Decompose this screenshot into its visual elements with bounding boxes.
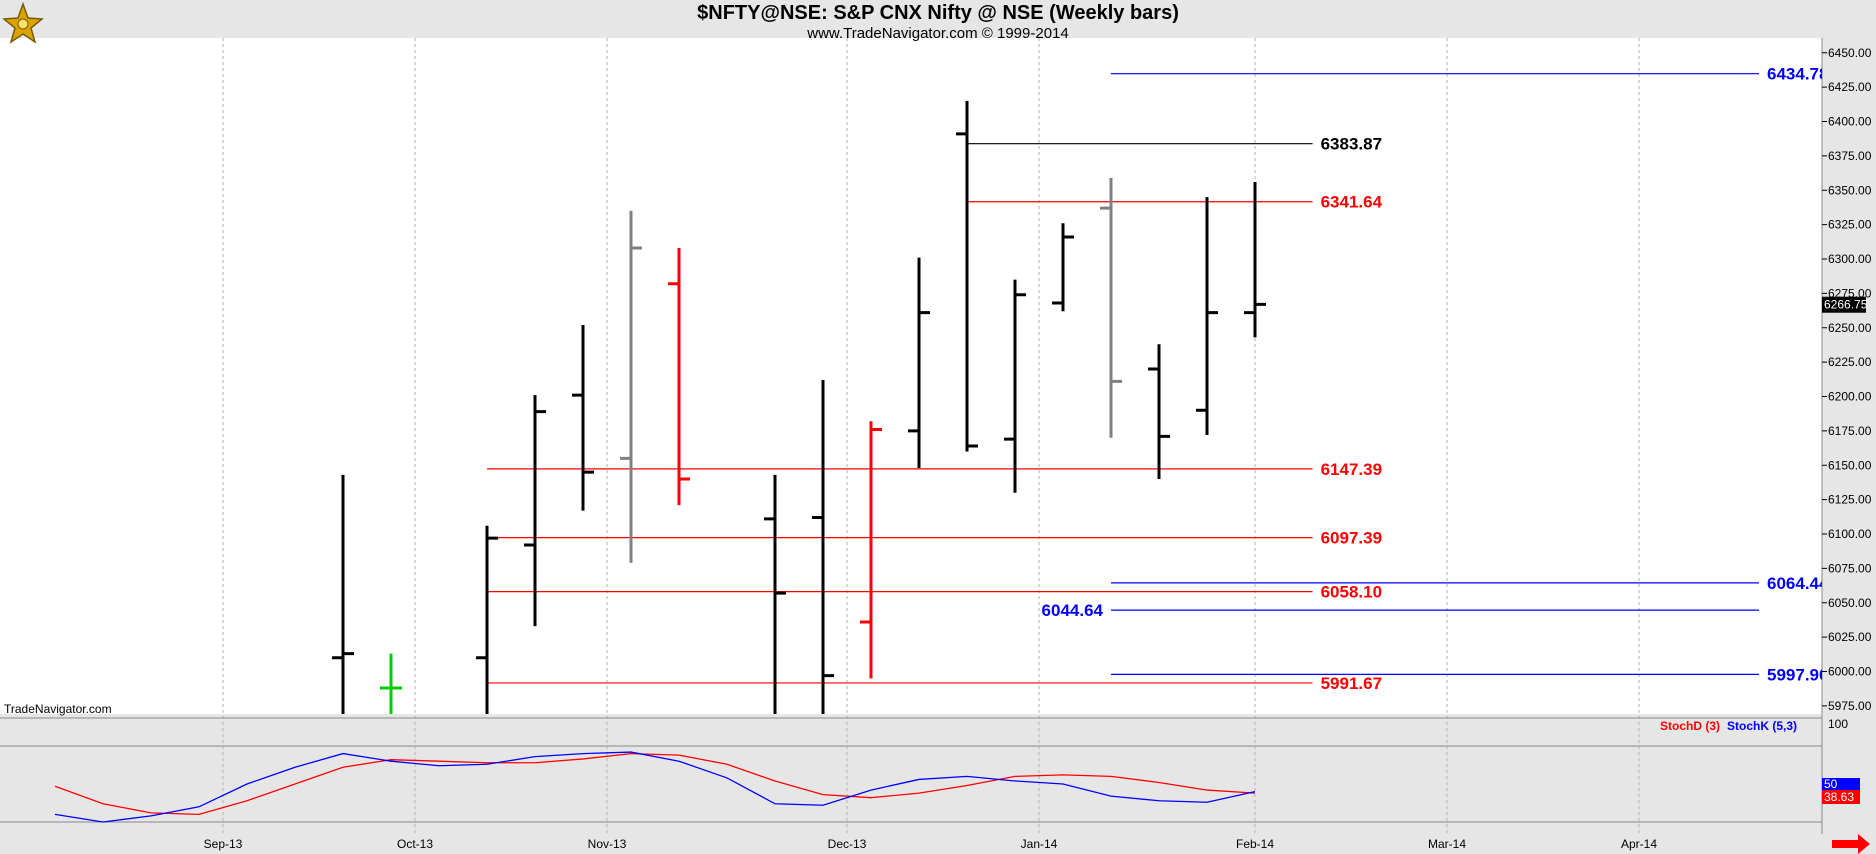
- x-tick-label: Sep-13: [204, 837, 243, 851]
- x-tick-label: Apr-14: [1621, 837, 1657, 851]
- level-label: 6147.39: [1321, 460, 1382, 479]
- stoch-k-badge: [1822, 778, 1860, 790]
- legend-stochd: StochD (3): [1660, 719, 1720, 733]
- ohlc-bar: [524, 395, 546, 627]
- price-panel: [0, 38, 1822, 714]
- scroll-right-arrow[interactable]: [1832, 834, 1870, 854]
- ohlc-bar: [620, 210, 642, 563]
- x-tick-label: Jan-14: [1021, 837, 1058, 851]
- y-tick-label: 6075.00: [1828, 561, 1872, 575]
- ohlc-bar: [1196, 197, 1218, 435]
- ohlc-bar: [1100, 177, 1122, 438]
- arrow-right-icon[interactable]: [1832, 834, 1870, 854]
- y-tick-label: 6050.00: [1828, 596, 1872, 610]
- y-tick-label: 6325.00: [1828, 218, 1872, 232]
- ohlc-bar: [668, 248, 690, 506]
- chart-subtitle: www.TradeNavigator.com © 1999-2014: [807, 25, 1069, 42]
- watermark: TradeNavigator.com: [4, 702, 112, 716]
- level-label: 6341.64: [1321, 193, 1383, 212]
- ohlc-bar: [1244, 182, 1266, 338]
- chart-title: $NFTY@NSE: S&P CNX Nifty @ NSE (Weekly b…: [697, 2, 1179, 24]
- y-tick-label: 6150.00: [1828, 458, 1872, 472]
- ohlc-bar: [1148, 344, 1170, 479]
- y-tick-label: 6100.00: [1828, 527, 1872, 541]
- ohlc-bar: [572, 325, 594, 511]
- ohlc-bar: [812, 380, 834, 714]
- y-tick-label: 6375.00: [1828, 149, 1872, 163]
- y-tick-label: 6175.00: [1828, 424, 1872, 438]
- ohlc-bar: [476, 525, 498, 714]
- ohlc-bar: [956, 100, 978, 452]
- y-tick-label: 6400.00: [1828, 115, 1872, 129]
- ohlc-bar: [332, 474, 354, 714]
- level-label: 6044.64: [1042, 601, 1104, 620]
- last-price-badge: [1822, 296, 1866, 313]
- level-label: 5997.90: [1767, 665, 1828, 684]
- grid: [222, 38, 1640, 834]
- x-tick-label: Mar-14: [1428, 837, 1466, 851]
- ohlc-bar: [764, 474, 786, 714]
- y-tick-label: 5975.00: [1828, 699, 1872, 713]
- y-tick-label: 6025.00: [1828, 630, 1872, 644]
- ohlc-bar: [908, 257, 930, 468]
- level-label: 6383.87: [1321, 135, 1382, 154]
- y-tick-label: 6250.00: [1828, 321, 1872, 335]
- stoch-last-badge: [1822, 790, 1860, 804]
- stoch-series-line: [54, 752, 1256, 816]
- level-label: 6058.10: [1321, 583, 1382, 602]
- y-tick-label: 6425.00: [1828, 80, 1872, 94]
- y-tick-label: 6300.00: [1828, 252, 1872, 266]
- ohlc-bar: [860, 421, 882, 679]
- price-levels: 6434.78 6383.87 6341.64 6147.39 6097.39 6058.…: [487, 65, 1829, 693]
- ohlc-bars: [332, 100, 1266, 714]
- y-tick-label: 6200.00: [1828, 390, 1872, 404]
- stoch-last-label: 38.63: [1824, 790, 1854, 804]
- y-tick-label: 6225.00: [1828, 355, 1872, 369]
- stoch-tick-label: 100: [1828, 717, 1848, 731]
- level-label: 6064.44: [1767, 574, 1829, 593]
- last-price-label: 6266.75: [1824, 298, 1868, 312]
- ohlc-bar: [1004, 279, 1026, 493]
- ohlc-bar: [1052, 223, 1074, 312]
- y-tick-label: 6125.00: [1828, 493, 1872, 507]
- y-tick-label: 6350.00: [1828, 183, 1872, 197]
- time-axis: Sep-13 Oct-13 Nov-13 Dec-13 Jan-14 Feb-14 Mar-…: [204, 837, 1658, 851]
- y-tick-label: 6450.00: [1828, 46, 1872, 60]
- stoch-k-label: 50: [1824, 777, 1838, 791]
- y-tick-label: 6000.00: [1828, 665, 1872, 679]
- x-tick-label: Dec-13: [828, 837, 867, 851]
- stoch-series-line: [54, 751, 1256, 823]
- stoch-legend: StochD (3) StochK (5,3): [1660, 719, 1797, 733]
- stochastic-lines: [54, 751, 1256, 823]
- ohlc-bar: [380, 653, 402, 714]
- legend-stochk: StochK (5,3): [1727, 719, 1797, 733]
- trade-navigator-logo: [2, 1, 44, 44]
- stoch-axis: 1005038.6350: [1822, 717, 1860, 804]
- level-label: 6097.39: [1321, 529, 1382, 548]
- x-tick-label: Nov-13: [588, 837, 627, 851]
- x-tick-label: Oct-13: [397, 837, 433, 851]
- level-label: 5991.67: [1321, 674, 1382, 693]
- price-axis: 6450.00 6425.00 6400.00 6375.00 6350.00 6325.…: [1822, 46, 1872, 713]
- x-tick-label: Feb-14: [1236, 837, 1274, 851]
- level-label: 6434.78: [1767, 65, 1828, 84]
